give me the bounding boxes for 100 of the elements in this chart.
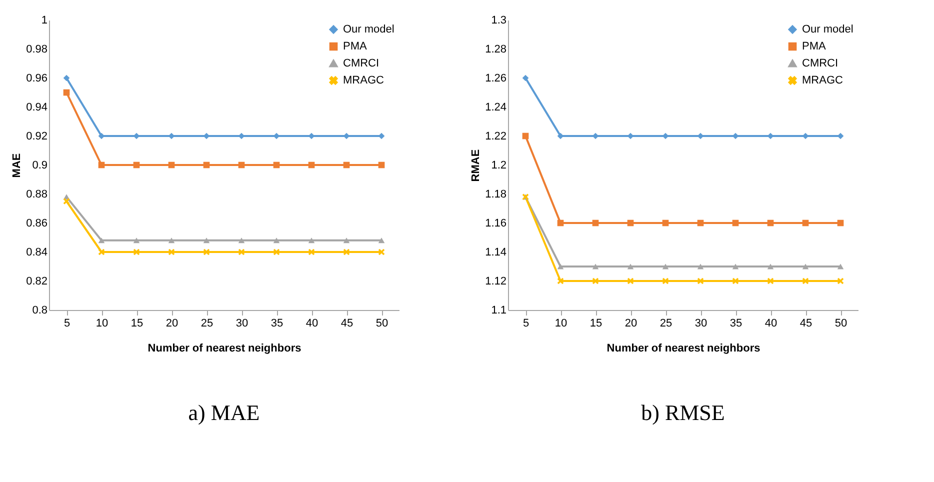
- y-tick-label: 0.82: [26, 276, 48, 288]
- y-tick-label: 1.24: [485, 102, 506, 114]
- x-axis-title: Number of nearest neighbors: [606, 342, 760, 354]
- point: [802, 220, 809, 226]
- point: [662, 132, 669, 140]
- point: [557, 132, 564, 140]
- point: [522, 74, 529, 82]
- point: [627, 278, 634, 284]
- point: [238, 132, 245, 140]
- y-tick-label: 0.98: [26, 44, 48, 56]
- y-tick-label: 1.1: [491, 304, 506, 316]
- point: [557, 220, 564, 226]
- y-tick-label: 1.18: [485, 188, 506, 200]
- point: [238, 238, 245, 244]
- point: [592, 132, 599, 140]
- point: [837, 278, 844, 284]
- x-tick-label: 40: [764, 318, 778, 330]
- x-axis-title: Number of nearest neighbors: [148, 342, 302, 354]
- point: [662, 264, 669, 270]
- y-tick-label: 1.3: [491, 14, 506, 26]
- point: [203, 132, 210, 140]
- x-tick-label: 45: [340, 318, 354, 330]
- point: [133, 162, 140, 168]
- point: [627, 220, 634, 226]
- point: [308, 132, 315, 140]
- legend-label: CMRCI: [802, 58, 838, 70]
- point: [98, 238, 105, 244]
- x-tick-label: 30: [236, 318, 248, 330]
- y-tick-label: 1.14: [485, 246, 506, 258]
- point: [133, 248, 140, 256]
- point: [592, 220, 599, 226]
- y-tick-label: 0.94: [26, 102, 48, 114]
- point: [308, 238, 315, 244]
- legend-label: Our model: [343, 24, 394, 36]
- point: [378, 132, 385, 140]
- y-tick-label: 1.12: [485, 276, 506, 288]
- point: [203, 238, 210, 244]
- point: [378, 248, 385, 256]
- point: [98, 248, 105, 256]
- x-tick-label: 50: [376, 318, 388, 330]
- point: [98, 132, 105, 140]
- legend-label: Our model: [802, 24, 854, 36]
- legend-label: MRAGC: [343, 74, 384, 86]
- x-tick-label: 20: [166, 318, 178, 330]
- y-tick-label: 1.26: [485, 72, 506, 84]
- point: [697, 220, 704, 226]
- x-tick-label: 50: [834, 318, 848, 330]
- point: [238, 162, 245, 168]
- text: b) RMSE: [641, 400, 725, 425]
- point: [732, 264, 739, 270]
- point: [662, 278, 669, 284]
- y-tick-label: 1: [41, 14, 48, 26]
- point: [557, 278, 564, 284]
- point: [203, 162, 210, 168]
- x-tick-label: 15: [130, 318, 144, 330]
- text: a) MAE: [188, 400, 260, 425]
- point: [802, 278, 809, 284]
- y-tick-label: 0.96: [26, 72, 48, 84]
- point: [732, 278, 739, 284]
- point: [767, 132, 774, 140]
- legend-label: CMRCI: [343, 58, 380, 70]
- point: [168, 238, 175, 244]
- point: [697, 264, 704, 270]
- point: [273, 238, 280, 244]
- y-tick-label: 1.16: [485, 218, 506, 230]
- point: [732, 132, 739, 140]
- point: [767, 264, 774, 270]
- x-tick-label: 20: [624, 318, 638, 330]
- point: [63, 74, 70, 82]
- point: [837, 220, 844, 226]
- legend-label: MRAGC: [802, 74, 843, 86]
- point: [238, 248, 245, 256]
- point: [273, 248, 280, 256]
- point: [662, 220, 669, 226]
- point: [732, 220, 739, 226]
- y-tick-label: 0.88: [26, 188, 48, 200]
- legend-label: PMA: [343, 40, 368, 52]
- x-tick-label: 5: [522, 318, 530, 330]
- legend-label: PMA: [802, 40, 826, 52]
- y-tick-label: 0.9: [32, 160, 48, 172]
- x-tick-label: 5: [64, 318, 70, 330]
- point: [308, 162, 315, 168]
- point: [767, 220, 774, 226]
- point: [63, 198, 70, 204]
- point: [627, 132, 634, 140]
- x-tick-label: 10: [554, 318, 568, 330]
- y-tick-label: 1.22: [485, 130, 506, 142]
- point: [63, 89, 70, 96]
- point: [802, 264, 809, 270]
- x-tick-label: 35: [730, 318, 742, 330]
- point: [168, 248, 175, 256]
- point: [697, 132, 704, 140]
- point: [168, 162, 175, 168]
- x-tick-label: 35: [270, 318, 284, 330]
- y-tick-label: 1.28: [485, 44, 506, 56]
- point: [557, 264, 564, 270]
- point: [802, 132, 809, 140]
- x-tick-label: 45: [800, 318, 812, 330]
- point: [273, 162, 280, 168]
- x-tick-label: 15: [590, 318, 602, 330]
